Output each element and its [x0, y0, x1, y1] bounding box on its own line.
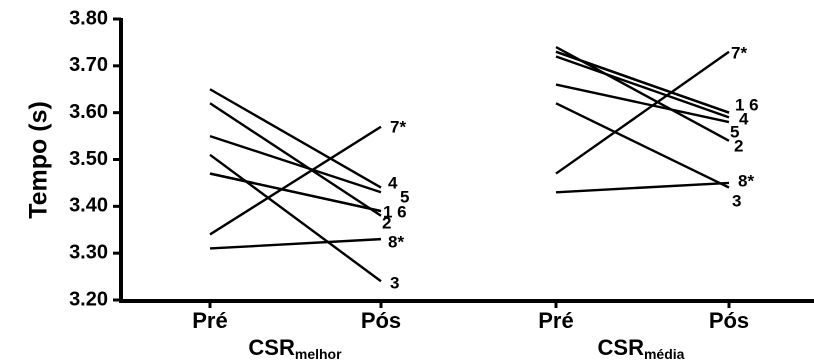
point-label: 8* [738, 171, 754, 190]
series-line-2-5 [555, 83, 730, 124]
y-tick-label: 3.30 [69, 241, 108, 263]
point-label: 8* [388, 232, 404, 251]
group-label-panel1-main: CSR [248, 335, 295, 360]
point-label: 3 [732, 191, 741, 210]
y-tick-label: 3.40 [69, 195, 108, 217]
series-line-1-5 [209, 134, 382, 194]
y-axis-label: Tempo (s) [25, 101, 53, 219]
series-line-2-6 [555, 50, 730, 114]
series-line-1-8star [209, 237, 382, 250]
group-label-panel2-main: CSR [598, 335, 645, 360]
point-label: 2 [734, 136, 743, 155]
point-label: 5 [400, 187, 409, 206]
point-label: 2 [382, 213, 391, 232]
point-label: 7* [390, 117, 406, 136]
y-tick-label: 3.60 [69, 101, 108, 123]
series-line-2-3 [555, 102, 730, 189]
x-ticks [208, 301, 731, 308]
series-line-1-7star [209, 125, 382, 236]
point-label: 4 [388, 173, 398, 192]
y-tick-label: 3.50 [69, 148, 108, 170]
series-line-1-4 [209, 88, 382, 189]
point-label: 7* [731, 43, 747, 62]
series-lines [209, 46, 730, 283]
y-tick-label: 3.80 [69, 7, 108, 29]
series-line-2-7star [555, 50, 730, 175]
group-label-panel2-sub: média [644, 346, 685, 362]
series-line-1-6 [209, 172, 382, 213]
point-label: 1 6 [735, 95, 759, 114]
series-line-1-3 [209, 153, 382, 283]
series-line-1-2 [209, 102, 382, 217]
y-tick-label: 3.70 [69, 54, 108, 76]
y-tick-label: 3.20 [69, 288, 108, 310]
category-label-panel1-pos: Pós [361, 308, 401, 333]
point-label: 1 6 [383, 202, 407, 221]
series-line-2-4 [555, 55, 730, 119]
point-label: 3 [390, 273, 399, 292]
category-label-panel1-pre: Pré [192, 308, 227, 333]
y-ticks: 3.20 3.30 3.40 3.50 3.60 3.70 3.80 [69, 7, 121, 310]
group-label-panel1-sub: melhor [295, 346, 342, 362]
group-label-panel2: CSRmédia [598, 335, 685, 362]
point-label: 5 [730, 122, 739, 141]
group-label-panel1: CSRmelhor [248, 335, 342, 362]
category-label-panel2-pre: Pré [538, 308, 573, 333]
point-label: 4 [739, 109, 749, 128]
category-label-panel2-pos: Pós [709, 308, 749, 333]
series-line-2-8star [555, 181, 730, 194]
